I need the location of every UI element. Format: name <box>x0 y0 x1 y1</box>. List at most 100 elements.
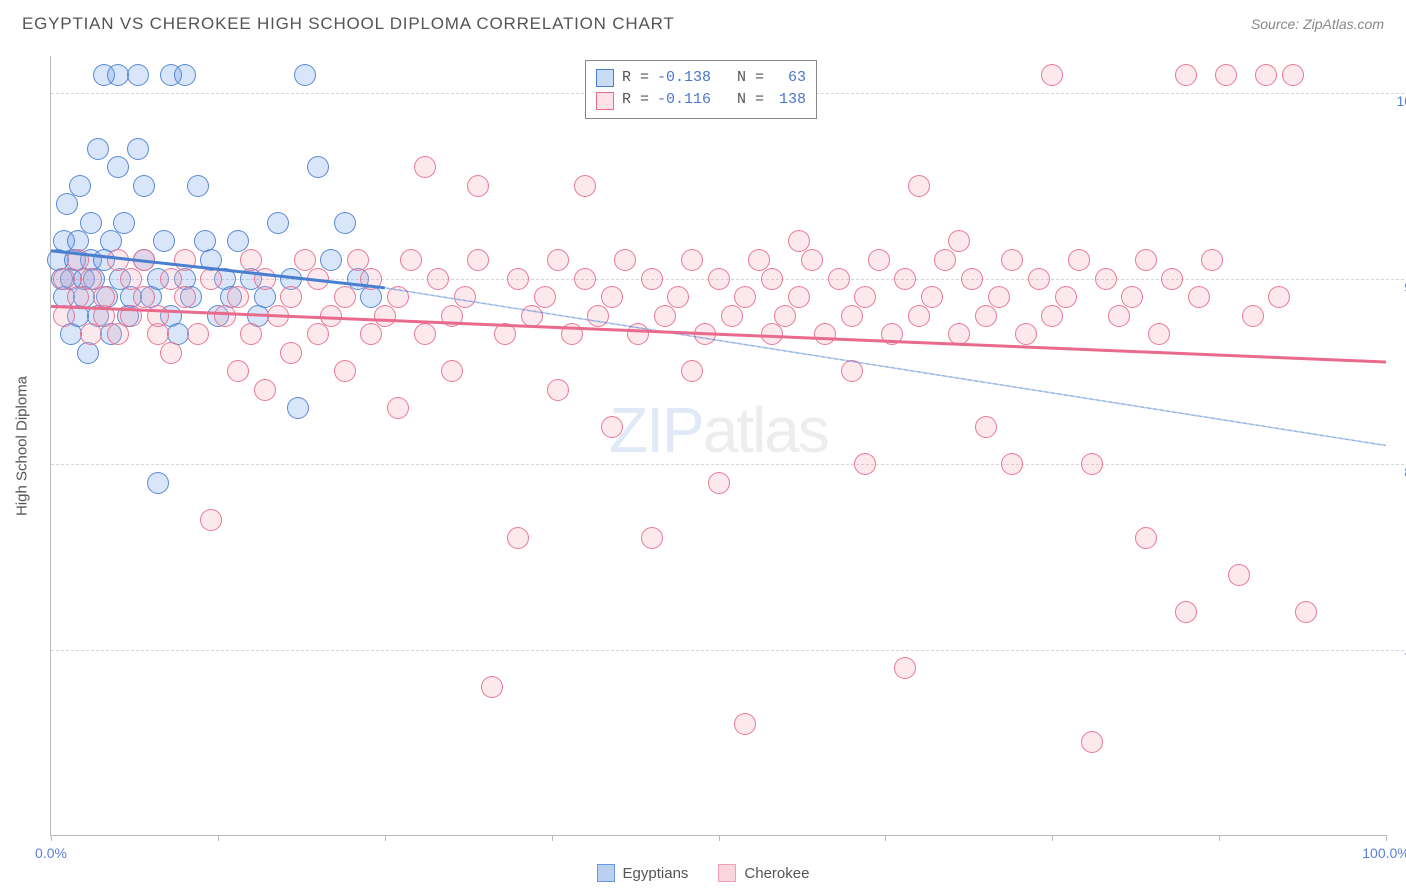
scatter-point <box>828 268 850 290</box>
scatter-point <box>734 286 756 308</box>
scatter-point <box>56 193 78 215</box>
scatter-point <box>1228 564 1250 586</box>
scatter-point <box>320 249 342 271</box>
scatter-point <box>387 286 409 308</box>
x-tick <box>385 835 386 841</box>
scatter-point <box>127 64 149 86</box>
scatter-point <box>547 249 569 271</box>
scatter-point <box>120 305 142 327</box>
scatter-point <box>1081 453 1103 475</box>
scatter-point <box>841 305 863 327</box>
scatter-point <box>280 286 302 308</box>
scatter-point <box>267 212 289 234</box>
scatter-point <box>107 156 129 178</box>
scatter-point <box>467 249 489 271</box>
scatter-point <box>908 305 930 327</box>
scatter-point <box>601 416 623 438</box>
scatter-point <box>320 305 342 327</box>
legend-swatch <box>718 864 736 882</box>
source-label: Source: ZipAtlas.com <box>1251 16 1384 32</box>
scatter-point <box>734 713 756 735</box>
stats-row: R = -0.116 N = 138 <box>596 89 806 112</box>
scatter-point <box>187 323 209 345</box>
scatter-point <box>307 268 329 290</box>
scatter-point <box>427 268 449 290</box>
scatter-point <box>547 379 569 401</box>
scatter-point <box>1055 286 1077 308</box>
scatter-point <box>1135 249 1157 271</box>
scatter-point <box>1001 249 1023 271</box>
scatter-point <box>69 175 91 197</box>
series-swatch <box>596 92 614 110</box>
scatter-point <box>227 360 249 382</box>
scatter-point <box>481 676 503 698</box>
scatter-point <box>908 175 930 197</box>
scatter-point <box>1201 249 1223 271</box>
scatter-point <box>307 323 329 345</box>
scatter-point <box>1255 64 1277 86</box>
scatter-point <box>627 323 649 345</box>
scatter-point <box>894 657 916 679</box>
scatter-point <box>694 323 716 345</box>
scatter-point <box>414 156 436 178</box>
scatter-point <box>1041 305 1063 327</box>
scatter-point <box>1015 323 1037 345</box>
scatter-point <box>414 323 436 345</box>
scatter-point <box>814 323 836 345</box>
scatter-point <box>521 305 543 327</box>
scatter-point <box>507 268 529 290</box>
scatter-point <box>200 268 222 290</box>
scatter-point <box>174 64 196 86</box>
scatter-point <box>80 323 102 345</box>
scatter-point <box>1041 64 1063 86</box>
scatter-point <box>1028 268 1050 290</box>
scatter-point <box>854 286 876 308</box>
scatter-point <box>1175 601 1197 623</box>
scatter-point <box>721 305 743 327</box>
scatter-point <box>454 286 476 308</box>
chart-plot-area: 70.0%80.0%90.0%100.0%0.0%100.0% ZIPatlas… <box>50 56 1386 836</box>
scatter-point <box>294 64 316 86</box>
r-value: -0.116 <box>657 89 711 112</box>
scatter-point <box>1148 323 1170 345</box>
y-tick-label: 70.0% <box>1390 634 1406 666</box>
scatter-point <box>841 360 863 382</box>
scatter-point <box>574 268 596 290</box>
scatter-point <box>1282 64 1304 86</box>
scatter-point <box>287 397 309 419</box>
scatter-point <box>334 212 356 234</box>
legend-label: Egyptians <box>623 865 689 882</box>
scatter-point <box>507 527 529 549</box>
scatter-point <box>360 323 382 345</box>
scatter-point <box>147 305 169 327</box>
scatter-point <box>127 138 149 160</box>
scatter-point <box>601 286 623 308</box>
r-value: -0.138 <box>657 67 711 90</box>
scatter-point <box>254 268 276 290</box>
scatter-point <box>133 249 155 271</box>
x-tick <box>218 835 219 841</box>
scatter-point <box>67 286 89 308</box>
gridline <box>51 650 1406 651</box>
scatter-point <box>948 323 970 345</box>
scatter-point <box>107 64 129 86</box>
x-tick <box>885 835 886 841</box>
scatter-point <box>93 286 115 308</box>
y-tick-label: 90.0% <box>1390 263 1406 295</box>
scatter-point <box>641 527 663 549</box>
gridline <box>51 464 1406 465</box>
scatter-point <box>334 360 356 382</box>
scatter-point <box>561 323 583 345</box>
scatter-point <box>761 323 783 345</box>
x-tick <box>1386 835 1387 841</box>
scatter-point <box>200 509 222 531</box>
scatter-point <box>708 268 730 290</box>
y-tick-label: 100.0% <box>1390 77 1406 109</box>
scatter-point <box>441 360 463 382</box>
scatter-point <box>948 230 970 252</box>
scatter-point <box>1095 268 1117 290</box>
scatter-point <box>975 305 997 327</box>
n-value: 138 <box>772 89 806 112</box>
scatter-point <box>87 138 109 160</box>
scatter-point <box>227 286 249 308</box>
